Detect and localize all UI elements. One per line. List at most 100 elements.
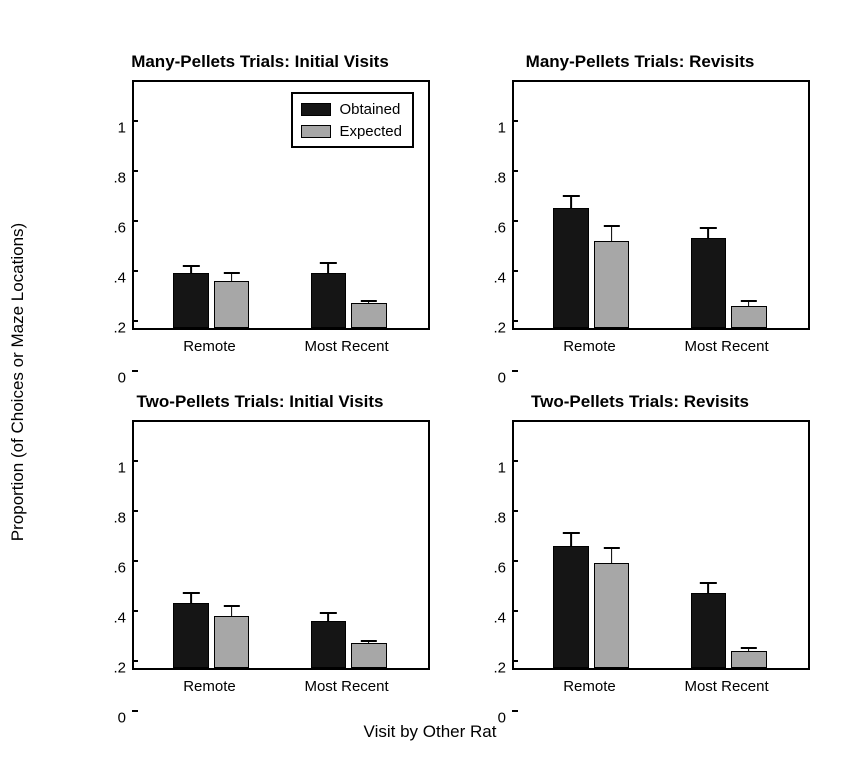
error-bar (190, 266, 192, 274)
bar-obtained (311, 273, 347, 328)
y-tick-mark (512, 370, 518, 372)
error-bar (611, 226, 613, 241)
x-tick-label: Most Recent (684, 338, 768, 355)
y-tick-label: 1 (90, 120, 132, 137)
plot-area: Obtained Expected (132, 80, 430, 330)
plot-area (512, 420, 810, 670)
panel-title: Many-Pellets Trials: Initial Visits (131, 52, 389, 72)
y-tick-label: 0 (470, 710, 512, 727)
error-cap (740, 300, 756, 302)
error-cap (563, 532, 579, 534)
y-tick-label: .6 (470, 560, 512, 577)
error-cap (320, 262, 336, 264)
y-tick-label: 0 (90, 370, 132, 387)
error-bar (231, 606, 233, 616)
bar-expected (594, 241, 630, 329)
bar-obtained (691, 593, 727, 668)
x-tick-label: Most Recent (304, 338, 388, 355)
error-cap (360, 300, 376, 302)
chart-panel: Two-Pellets Trials: Revisits0.2.4.6.81Re… (470, 420, 810, 710)
bar-obtained (553, 546, 589, 669)
y-tick-label: .2 (470, 320, 512, 337)
y-tick-mark (512, 320, 518, 322)
legend-label: Obtained (339, 101, 400, 118)
y-tick-mark (132, 510, 138, 512)
legend-item: Obtained (301, 98, 402, 120)
y-tick-mark (132, 660, 138, 662)
y-tick-label: 1 (470, 120, 512, 137)
x-tick-label: Most Recent (304, 678, 388, 695)
error-cap (603, 547, 619, 549)
error-bar (328, 613, 330, 621)
bar-expected (214, 281, 250, 329)
y-tick-mark (512, 560, 518, 562)
y-tick-label: .8 (470, 170, 512, 187)
x-tick-label: Remote (183, 678, 236, 695)
bar-obtained (553, 208, 589, 328)
y-tick-mark (512, 660, 518, 662)
panel-title: Many-Pellets Trials: Revisits (526, 52, 755, 72)
y-tick-label: .4 (470, 610, 512, 627)
error-bar (190, 593, 192, 603)
x-tick-label: Most Recent (684, 678, 768, 695)
bar-expected (594, 563, 630, 668)
x-tick-label: Remote (563, 678, 616, 695)
y-tick-mark (512, 510, 518, 512)
y-tick-mark (132, 120, 138, 122)
chart-panel: Two-Pellets Trials: Initial Visits0.2.4.… (90, 420, 430, 710)
bar-obtained (311, 621, 347, 669)
y-tick-mark (132, 270, 138, 272)
error-cap (700, 227, 716, 229)
y-tick-mark (132, 220, 138, 222)
y-tick-label: .6 (470, 220, 512, 237)
y-tick-mark (512, 170, 518, 172)
legend-item: Expected (301, 120, 402, 142)
panel-title: Two-Pellets Trials: Initial Visits (137, 392, 384, 412)
y-axis-label: Proportion (of Choices or Maze Locations… (8, 223, 28, 541)
y-tick-mark (132, 320, 138, 322)
error-bar (708, 583, 710, 593)
error-bar (570, 533, 572, 546)
plot-area (512, 80, 810, 330)
y-tick-label: .2 (90, 320, 132, 337)
panel-title: Two-Pellets Trials: Revisits (531, 392, 749, 412)
y-tick-label: 1 (90, 460, 132, 477)
plot-area (132, 420, 430, 670)
legend-swatch (301, 103, 331, 116)
error-bar (708, 228, 710, 238)
y-tick-mark (512, 270, 518, 272)
y-tick-label: .6 (90, 220, 132, 237)
y-tick-label: 1 (470, 460, 512, 477)
y-tick-mark (132, 460, 138, 462)
error-cap (563, 195, 579, 197)
y-tick-label: .4 (90, 270, 132, 287)
error-cap (223, 605, 239, 607)
bar-expected (351, 303, 387, 328)
legend: Obtained Expected (291, 92, 414, 148)
bar-obtained (173, 273, 209, 328)
error-cap (320, 612, 336, 614)
bar-obtained (173, 603, 209, 668)
legend-swatch (301, 125, 331, 138)
y-tick-label: 0 (470, 370, 512, 387)
chart-panel: Many-Pellets Trials: Initial VisitsObtai… (90, 80, 430, 370)
error-cap (183, 592, 199, 594)
bar-expected (214, 616, 250, 669)
error-bar (231, 273, 233, 281)
x-tick-label: Remote (563, 338, 616, 355)
y-tick-mark (132, 610, 138, 612)
error-cap (223, 272, 239, 274)
bar-obtained (691, 238, 727, 328)
y-tick-mark (512, 710, 518, 712)
figure-root: Proportion (of Choices or Maze Locations… (0, 0, 860, 764)
y-tick-label: .8 (90, 170, 132, 187)
y-tick-label: .8 (470, 510, 512, 527)
y-tick-mark (512, 120, 518, 122)
error-bar (328, 263, 330, 273)
bar-expected (351, 643, 387, 668)
y-tick-label: .2 (470, 660, 512, 677)
error-cap (700, 582, 716, 584)
error-cap (740, 647, 756, 649)
bar-expected (731, 306, 767, 329)
chart-panel: Many-Pellets Trials: Revisits0.2.4.6.81R… (470, 80, 810, 370)
